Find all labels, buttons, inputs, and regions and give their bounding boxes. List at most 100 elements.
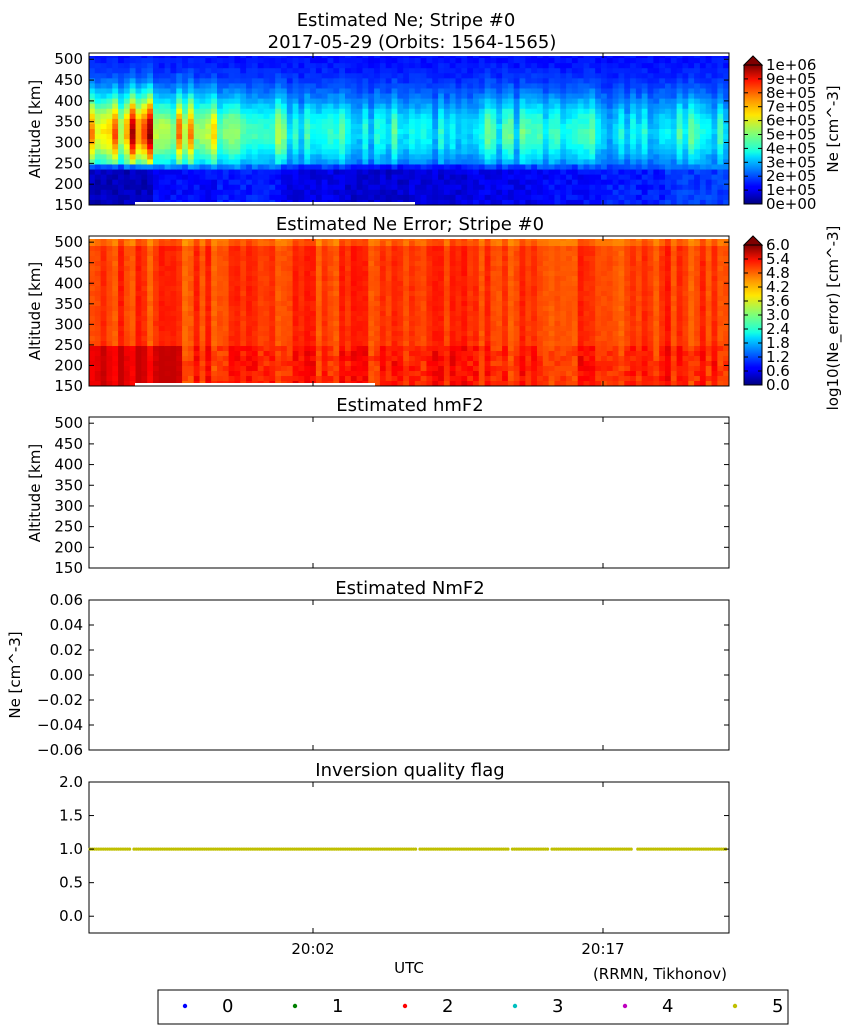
ne-heatmap-cell (193, 68, 201, 74)
ne-heatmap-cell (89, 184, 96, 191)
ne-error-heatmap-cell (362, 331, 369, 337)
ne-heatmap-cell (269, 164, 276, 171)
ne-heatmap-cell (653, 189, 660, 196)
ne-heatmap-cell (717, 184, 724, 191)
ne-heatmap-cell (647, 123, 654, 130)
ne-heatmap-cell (251, 88, 259, 95)
ne-heatmap-cell (118, 154, 125, 160)
ne-heatmap-cell (612, 58, 620, 64)
ne-heatmap-cell (199, 129, 206, 135)
ne-heatmap-cell (513, 184, 521, 191)
ne-error-heatmap-cell (263, 271, 270, 277)
ne-heatmap-cell (670, 103, 678, 110)
ne-heatmap-cell (187, 118, 195, 125)
ne-heatmap-cell (653, 103, 660, 110)
ne-heatmap-cell (420, 149, 428, 155)
ne-heatmap-cell (507, 83, 515, 90)
ne-heatmap-cell (129, 199, 137, 205)
ne-heatmap-cell (228, 63, 236, 69)
ne-heatmap-cell (397, 98, 404, 105)
ne-heatmap-cell (455, 199, 462, 205)
ne-error-heatmap-cell (339, 241, 346, 247)
ne-error-heatmap-cell (112, 326, 119, 332)
ne-error-heatmap-cell (205, 321, 212, 327)
ne-heatmap-cell (542, 83, 550, 90)
ne-heatmap-cell (118, 164, 125, 171)
ne-error-heatmap-cell (391, 351, 398, 357)
ne-error-heatmap-cell (94, 286, 102, 292)
ne-heatmap-cell (251, 83, 259, 90)
ne-heatmap-cell (455, 184, 462, 191)
ne-heatmap-cell (182, 194, 189, 201)
ne-heatmap-cell (531, 149, 538, 155)
ne-heatmap-cell (618, 149, 625, 155)
ne-heatmap-cell (659, 169, 666, 176)
ne-heatmap-cell (694, 68, 701, 74)
ne-error-heatmap-cell (310, 326, 317, 332)
ne-error-heatmap-cell (129, 371, 137, 377)
ne-error-heatmap-cell (362, 341, 369, 347)
ne-heatmap-cell (519, 108, 526, 115)
ne-heatmap-cell (164, 154, 172, 160)
ne-heatmap-cell (455, 93, 462, 100)
ne-heatmap-cell (304, 154, 311, 160)
ne-heatmap-cell (618, 159, 625, 166)
ne-heatmap-cell (484, 78, 492, 84)
ne-error-heatmap-cell (263, 331, 270, 337)
ne-heatmap-cell (612, 139, 620, 145)
ne-error-heatmap-cell (374, 291, 381, 297)
ne-error-heatmap-cell (106, 321, 113, 327)
ne-heatmap-cell (467, 199, 474, 205)
ne-error-heatmap-cell (257, 351, 265, 357)
ne-heatmap-cell (182, 144, 189, 150)
ne-error-heatmap-cell (379, 301, 387, 307)
ne-error-heatmap-cell (89, 376, 96, 382)
ne-heatmap-cell (519, 103, 526, 110)
ne-error-heatmap-cell (304, 246, 311, 252)
ne-heatmap-cell (310, 149, 317, 155)
ne-heatmap-cell (292, 169, 300, 176)
ne-heatmap-cell (478, 194, 486, 201)
ne-error-heatmap-cell (129, 381, 137, 386)
ne-heatmap-cell (409, 78, 416, 84)
ne-heatmap-cell (455, 83, 462, 90)
ne-heatmap-cell (275, 98, 282, 105)
ne-error-heatmap-cell (327, 326, 334, 332)
ne-heatmap-cell (339, 103, 346, 110)
ne-heatmap-cell (554, 123, 561, 130)
ne-heatmap-cell (694, 154, 701, 160)
ne-error-heatmap-cell (153, 371, 160, 377)
ne-error-heatmap-cell (89, 241, 96, 247)
ne-heatmap-cell (583, 103, 590, 110)
ne-error-heatmap-cell (182, 256, 189, 262)
ne-heatmap-cell (257, 98, 265, 105)
ne-error-heatmap-cell (89, 381, 96, 386)
ne-heatmap-cell (118, 78, 125, 84)
ne-error-heatmap-cell (182, 351, 189, 357)
ne-heatmap-cell (193, 98, 201, 105)
ne-heatmap-cell (339, 194, 346, 201)
ne-error-heatmap-cell (193, 251, 201, 257)
ne-heatmap-cell (449, 88, 457, 95)
ne-heatmap-cell (507, 123, 515, 130)
ne-heatmap-cell (409, 134, 416, 140)
ne-error-heatmap-cell (263, 321, 270, 327)
ne-heatmap-cell (659, 164, 666, 171)
ne-heatmap-cell (304, 123, 311, 130)
ne-heatmap-cell (542, 58, 550, 64)
ne-heatmap-cell (571, 174, 579, 181)
ne-error-heatmap-cell (397, 361, 404, 367)
ne-error-heatmap-cell (141, 271, 148, 277)
ne-heatmap-cell (420, 58, 428, 64)
ne-error-heatmap-cell (263, 276, 270, 282)
ne-heatmap-cell (467, 78, 474, 84)
ne-error-heatmap-cell (339, 371, 346, 377)
ne-heatmap-cell (723, 63, 729, 69)
ne-error-heatmap-cell (176, 281, 183, 287)
ne-heatmap-cell (409, 154, 416, 160)
ne-error-heatmap-cell (153, 346, 160, 352)
ne-heatmap-cell (368, 113, 375, 120)
ne-error-heatmap-cell (123, 261, 131, 267)
ne-heatmap-cell (478, 113, 486, 120)
